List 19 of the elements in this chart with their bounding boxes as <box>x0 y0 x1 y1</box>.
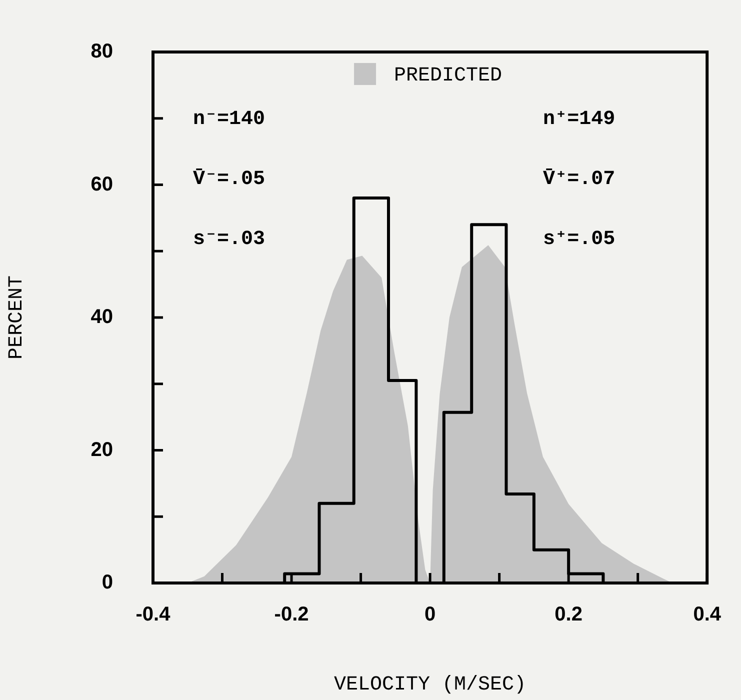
x-tick-label: -0.4 <box>136 604 172 626</box>
annotation: s⁻=.03 <box>193 228 266 252</box>
annotation: n⁺=149 <box>543 108 616 132</box>
y-axis-title: PERCENT <box>5 275 28 360</box>
annotation: V̄⁺=.07 <box>543 168 616 192</box>
legend-label: PREDICTED <box>394 64 502 88</box>
x-tick-label: 0.4 <box>693 604 722 626</box>
y-tick-label: 20 <box>90 438 113 461</box>
x-tick-label: 0.2 <box>554 604 582 626</box>
y-tick-label: 60 <box>90 173 113 196</box>
annotation: V̄⁻=.05 <box>193 168 266 192</box>
y-tick-label: 40 <box>90 306 113 328</box>
x-axis-title: VELOCITY (M/SEC) <box>334 673 526 696</box>
annotation: n⁻=140 <box>193 108 266 132</box>
annotation: s⁺=.05 <box>543 228 616 252</box>
x-tick-label: -0.2 <box>274 604 309 626</box>
y-tick-label: 0 <box>102 572 113 594</box>
x-tick-label: 0 <box>424 604 436 626</box>
y-tick-label: 80 <box>90 40 113 63</box>
